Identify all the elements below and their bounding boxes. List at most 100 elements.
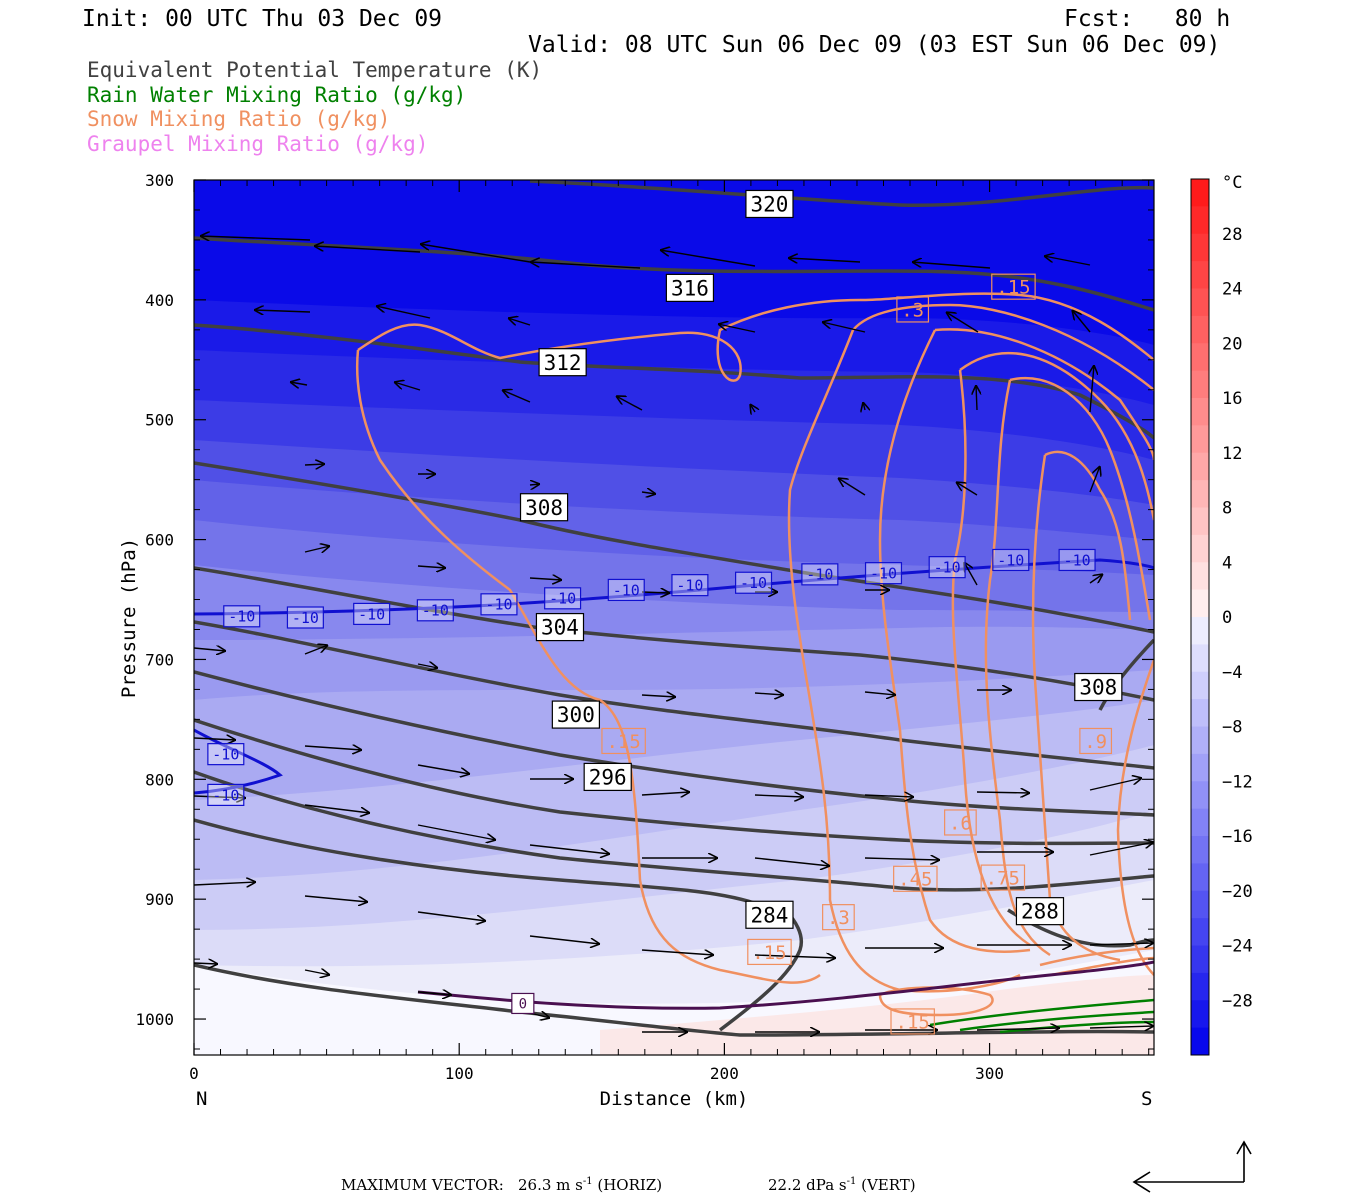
colorbar-swatch bbox=[1191, 972, 1209, 1001]
wind-vector bbox=[417, 664, 438, 668]
theta-e-label-box bbox=[519, 493, 569, 522]
colorbar-swatch bbox=[1191, 480, 1209, 508]
wind-vectors bbox=[194, 236, 1154, 1032]
snow-label-box bbox=[896, 296, 930, 323]
colorbar-swatch bbox=[1191, 562, 1209, 591]
wind-vector bbox=[529, 578, 562, 580]
wind-vector bbox=[304, 464, 325, 465]
colorbar-tick-label: 28 bbox=[1222, 225, 1242, 245]
y-tick-label: 700 bbox=[145, 650, 174, 669]
theta-e-label-box bbox=[1015, 897, 1065, 926]
wind-vector bbox=[1089, 778, 1142, 791]
isotherm-label-box bbox=[928, 556, 966, 579]
snow-contour bbox=[878, 329, 1031, 953]
y-tick-label: 300 bbox=[145, 171, 174, 190]
colorbar-swatch bbox=[1191, 808, 1209, 837]
colorbar-unit: °C bbox=[1222, 173, 1242, 193]
colorbar-tick-label: −20 bbox=[1222, 882, 1253, 902]
theta-e-contour bbox=[194, 620, 1154, 770]
wind-vector bbox=[976, 385, 977, 411]
wind-vector bbox=[304, 970, 330, 975]
wind-vector bbox=[641, 695, 676, 697]
colorbar-swatch bbox=[1191, 863, 1209, 892]
isotherm-label-box bbox=[416, 599, 454, 622]
vector-scale bbox=[1132, 1140, 1252, 1193]
x-tick-label: 100 bbox=[445, 1064, 474, 1083]
wind-vector bbox=[641, 492, 656, 494]
wind-vector bbox=[254, 310, 311, 312]
colorbar-tick-label: −12 bbox=[1222, 772, 1253, 792]
wind-vector bbox=[838, 478, 866, 496]
axes: 300 400 500 600 700 800 900 1000 0 100 200 300 bbox=[135, 171, 1154, 1083]
isotherm-label-box bbox=[353, 602, 391, 626]
rain-contours bbox=[929, 998, 1154, 1034]
wind-vector bbox=[976, 1028, 1060, 1030]
colorbar-swatch bbox=[1191, 918, 1209, 946]
wind-vector bbox=[417, 566, 446, 568]
isotherm-label-box bbox=[1058, 548, 1096, 572]
max-vector-horiz: 26.3 m s-1 (HORIZ) bbox=[518, 1176, 662, 1194]
isotherm-labels: -10 -10 -10 -10 -10 -10 -10 -10 -10 -10 -10 -10 -10 -… bbox=[207, 548, 1096, 806]
snow-label: .15 bbox=[896, 1011, 930, 1033]
colorbar-swatch bbox=[1191, 1027, 1209, 1056]
wind-vector bbox=[530, 262, 641, 269]
rain-contour bbox=[999, 1020, 1154, 1034]
wind-vector bbox=[502, 390, 531, 403]
wind-vector bbox=[864, 692, 896, 695]
theta-e-contour bbox=[194, 818, 761, 907]
isotherm-label-box bbox=[207, 783, 245, 806]
snow-contour bbox=[1044, 450, 1132, 621]
colorbar-swatch bbox=[1191, 315, 1209, 344]
y-axis-title: Pressure (hPa) bbox=[118, 538, 140, 698]
snow-label-box bbox=[890, 1008, 935, 1035]
theta-e-contours bbox=[194, 180, 1154, 1037]
theta-e-contour bbox=[194, 670, 1154, 817]
graupel-labels: 0 bbox=[511, 992, 535, 1015]
wind-vector bbox=[754, 955, 836, 958]
colorbar-swatch bbox=[1191, 699, 1209, 727]
isotherm-label: -10 bbox=[212, 746, 239, 764]
colorbar-swatch bbox=[1191, 179, 1209, 207]
theta-e-label-box bbox=[745, 189, 794, 219]
wind-vector bbox=[314, 246, 421, 253]
isotherm-label: -10 bbox=[549, 590, 576, 608]
theta-e-label-box bbox=[583, 762, 632, 792]
isotherm-label: -10 bbox=[870, 565, 897, 583]
theta-e-label-box bbox=[551, 700, 601, 729]
snow-label: .45 bbox=[898, 869, 932, 891]
snow-label-box bbox=[944, 809, 977, 836]
colorbar-swatch bbox=[1191, 890, 1209, 919]
theta-e-contour bbox=[194, 236, 1154, 312]
horiz-value: 26.3 m s bbox=[518, 1176, 583, 1194]
wind-vector bbox=[864, 858, 940, 860]
snow-label: .9 bbox=[1084, 731, 1107, 753]
wind-vector bbox=[1089, 1026, 1154, 1028]
isotherm-label-box bbox=[607, 578, 645, 602]
legend-rain: Rain Water Mixing Ratio (g/kg) bbox=[87, 83, 467, 107]
colorbar-swatch bbox=[1191, 726, 1209, 755]
wind-vector bbox=[1044, 256, 1091, 266]
colorbar-swatch bbox=[1191, 671, 1209, 700]
snow-label-box bbox=[747, 938, 792, 966]
plot-frame bbox=[193, 179, 1155, 1056]
snow-label: .15 bbox=[996, 277, 1030, 299]
theta-e-label: 300 bbox=[557, 703, 595, 727]
theta-e-contour bbox=[194, 323, 1154, 440]
colorbar: 28 24 20 16 12 8 4 0 −4 −8 −12 −16 −20 −24 −28 bbox=[1190, 178, 1253, 1056]
wind-vector bbox=[304, 546, 330, 552]
isotherm-label-box bbox=[801, 563, 839, 586]
colorbar-tick-label: −16 bbox=[1222, 827, 1253, 847]
colorbar-swatch bbox=[1191, 343, 1209, 372]
colorbar-swatch bbox=[1191, 507, 1209, 536]
x-tick-label: 300 bbox=[975, 1064, 1004, 1083]
y-tick-label: 600 bbox=[145, 531, 174, 550]
theta-e-label: 308 bbox=[525, 496, 563, 520]
colorbar-tick-label: 0 bbox=[1222, 608, 1232, 628]
y-tick-label: 1000 bbox=[135, 1010, 174, 1029]
wind-vector bbox=[718, 324, 756, 333]
wind-vector bbox=[750, 404, 755, 412]
snow-contour bbox=[984, 379, 1051, 957]
theta-e-label: 288 bbox=[1021, 900, 1059, 924]
wind-vector bbox=[660, 250, 756, 267]
theta-e-contour bbox=[718, 908, 803, 1032]
